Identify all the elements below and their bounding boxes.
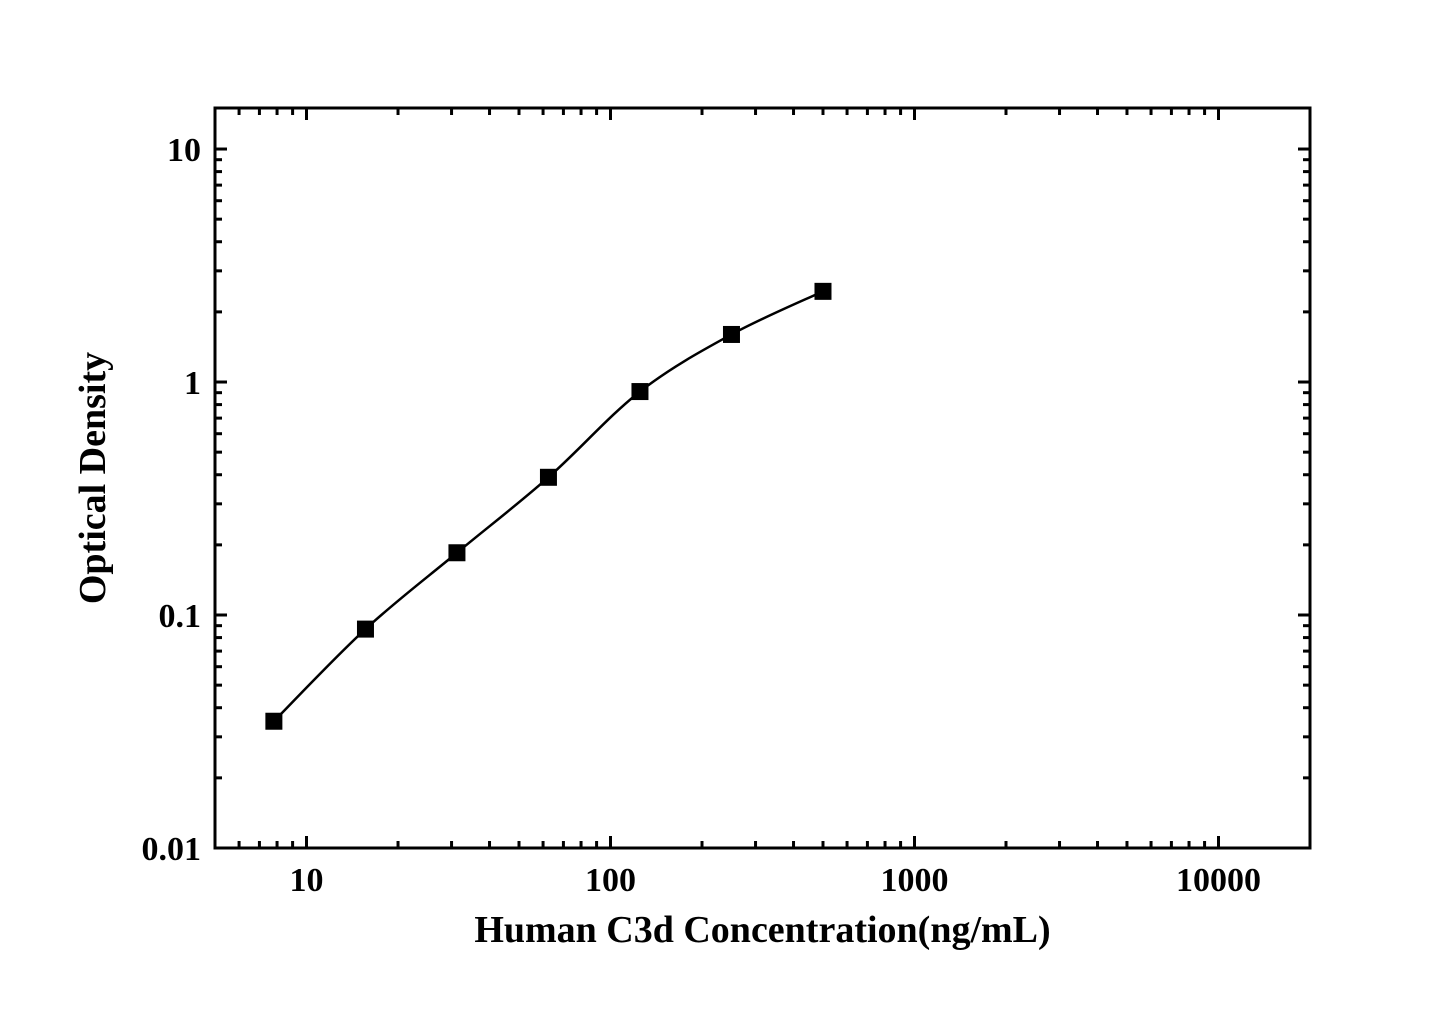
data-marker xyxy=(723,325,740,342)
ytick-label: 1 xyxy=(184,364,201,401)
xtick-label: 1000 xyxy=(880,862,948,899)
ytick-label: 10 xyxy=(167,131,201,168)
xtick-label: 10000 xyxy=(1176,862,1261,899)
chart-svg: 10 100 1000 10000 0.01 0.1 1 10 Human C3d Concen… xyxy=(0,0,1445,1007)
xtick-label: 10 xyxy=(290,862,324,899)
ylabel: Optical Density xyxy=(72,351,114,603)
xlabel: Human C3d Concentration(ng/mL) xyxy=(474,909,1050,951)
chart-container: 10 100 1000 10000 0.01 0.1 1 10 Human C3d Concen… xyxy=(0,0,1445,1012)
data-marker xyxy=(357,620,374,637)
data-marker xyxy=(448,544,465,561)
data-marker xyxy=(631,383,648,400)
ytick-label: 0.01 xyxy=(142,830,202,867)
data-marker xyxy=(265,712,282,729)
ytick-label: 0.1 xyxy=(159,597,202,634)
data-marker xyxy=(540,468,557,485)
data-marker xyxy=(814,282,831,299)
xtick-label: 100 xyxy=(585,862,636,899)
